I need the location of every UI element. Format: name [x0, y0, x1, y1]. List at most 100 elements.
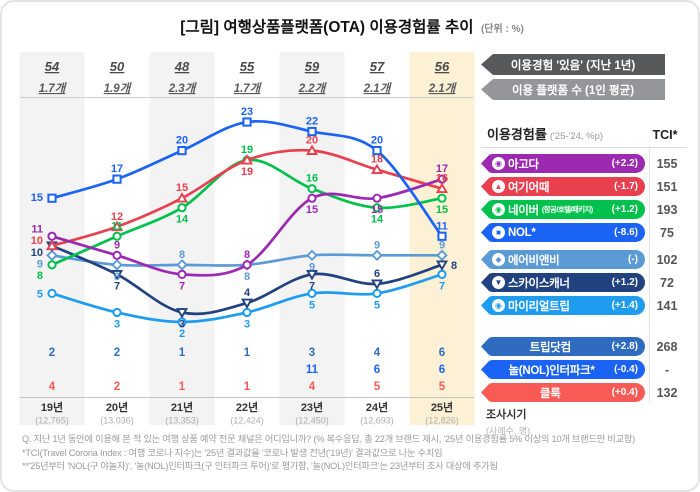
text-row-value: 1 [179, 381, 186, 393]
legend-header: 이용경험률 ('25-'24, %p) TCI* [481, 124, 687, 148]
legend-brand-name: 마이리얼트립 [508, 300, 570, 313]
data-label-naver: 19 [241, 144, 253, 156]
tag-usage-experience: 이용경험 '있음' (지난 1년) [481, 54, 665, 75]
legend-change-value: (-) [628, 254, 638, 265]
legend-badge-agoda: ◉ 아고다 (+2.2) [481, 154, 645, 173]
data-point [46, 249, 58, 262]
x-axis-sample: (12,826) [425, 416, 459, 426]
data-point [435, 182, 449, 194]
tag-platform-count-label: 이용 플랫폼 수 (1인 평균) [511, 84, 635, 97]
data-label-myrealtrip: 5 [374, 299, 380, 311]
data-point [305, 270, 319, 281]
data-label-myrealtrip: 3 [244, 318, 250, 330]
survey-period-label: 조사시기 [486, 409, 527, 421]
tci-value: 102 [656, 252, 678, 267]
text-row-value: 1 [244, 381, 251, 393]
text-row-value: 2 [114, 381, 120, 393]
data-point [370, 163, 384, 174]
legend-brand-name: 놀(NOL)인터파크* [508, 364, 595, 377]
legend-pill: 트립닷컴 (+2.8) [490, 337, 645, 356]
data-label-myrealtrip: 3 [114, 318, 120, 330]
data-point [175, 308, 189, 319]
column-band [149, 52, 215, 425]
data-label-agoda: 9 [114, 239, 120, 251]
legend-item-agoda: ◉ 아고다 (+2.2) 155 [481, 154, 693, 173]
platform-count-value: 2.3개 [168, 82, 198, 95]
text-row-tripcom: 2 2 1 1 3 4 6 [49, 347, 445, 359]
x-axis-sample: (12,765) [35, 416, 69, 426]
data-point [112, 174, 122, 184]
x-axis-year: 23년 [301, 400, 323, 414]
data-label-skyscanner: 7 [114, 280, 120, 292]
data-label-myrealtrip: 7 [439, 280, 445, 292]
badge-arrow-icon [481, 177, 490, 196]
legend-badge-nolinterpark: 놀(NOL)인터파크* (-0.4) [481, 360, 645, 379]
badge-arrow-icon [481, 273, 490, 292]
data-label-agoda: 7 [179, 280, 185, 292]
platform-count-value: 2.2개 [298, 82, 328, 95]
text-row-value: 5 [439, 381, 446, 393]
legend-item-nolinterpark: 놀(NOL)인터파크* (-0.4) - [481, 360, 693, 379]
x-axis-sample: (12,693) [360, 416, 394, 426]
data-label-skyscanner: 4 [244, 287, 251, 299]
legend-pill: 놀(NOL)인터파크* (-0.4) [490, 360, 645, 379]
badge-arrow-icon [481, 360, 490, 379]
data-label-skyscanner: 3 [179, 318, 185, 330]
data-point [112, 307, 122, 318]
tci-value: 155 [656, 156, 678, 171]
data-label-yeogi: 19 [241, 166, 253, 178]
tag-platform-count: 이용 플랫폼 수 (1인 평균) [481, 79, 665, 100]
text-row-value: 1 [244, 347, 251, 359]
data-point [112, 231, 122, 241]
legend-badge-naver: ◉ 네이버 (항공/호텔/패키지) (+1.2) [481, 200, 645, 219]
data-point [437, 269, 447, 279]
badge-arrow-icon [481, 200, 490, 219]
badge-arrow-icon [481, 296, 490, 315]
legend-pill: ◆ 에어비앤비 (-) [490, 250, 645, 269]
data-point [177, 269, 187, 279]
legend-item-tripcom: 트립닷컴 (+2.8) 268 [481, 337, 693, 356]
data-point [372, 193, 382, 203]
data-label-agoda: 8 [244, 249, 250, 261]
platform-count-value: 1.7개 [39, 82, 68, 95]
usage-rate-value: 55 [240, 59, 255, 74]
text-row-value: 1 [179, 347, 186, 359]
legend-change-value: (+1.2) [611, 277, 638, 288]
data-point [306, 249, 318, 262]
x-axis-year: 20년 [106, 400, 128, 414]
legend-pill: ◉ 마이리얼트립 (+1.4) [490, 296, 645, 315]
survey-sample-label: (사례수, 명) [486, 426, 531, 436]
data-point [110, 220, 124, 232]
square-icon: ■ [492, 226, 505, 239]
legend-brand-name: 아고다 [508, 158, 539, 171]
x-axis-year: 24년 [366, 400, 388, 414]
data-label-yeogi: 18 [371, 154, 383, 166]
data-label-myrealtrip: 5 [37, 288, 43, 300]
ota-trend-chart: 54 50 48 55 59 57 561.7개 1.9개 2.3개 1.7개 2.2개 2.1개 2.… [19, 52, 475, 426]
circle-target-icon: ◉ [492, 157, 505, 170]
legend-change-value: (-0.4) [614, 364, 638, 375]
tci-value: 268 [656, 339, 678, 354]
legend-change-value: (+1.4) [611, 300, 638, 311]
text-row-value: 6 [374, 364, 380, 376]
legend-change-value: (+2.2) [611, 158, 638, 169]
x-axis-sample: (12,424) [230, 416, 264, 426]
usage-rate-value: 56 [435, 59, 450, 74]
data-point [47, 288, 57, 298]
badge-arrow-icon [481, 250, 490, 269]
data-label-yeogi: 15 [176, 182, 188, 194]
chart-unit: (단위 : %) [480, 24, 524, 35]
data-point [110, 270, 124, 281]
legend-item-naver: ◉ 네이버 (항공/호텔/패키지) (+1.2) 193 [481, 200, 693, 219]
platform-count-value: 1.9개 [104, 82, 133, 95]
data-label-skyscanner: 8 [451, 260, 457, 272]
triangle-icon: ▲ [492, 180, 505, 193]
data-point [176, 259, 188, 271]
data-label-airbnb: 9 [309, 261, 315, 273]
data-point [242, 307, 252, 318]
text-row-nolinterpark: 11 6 6 [306, 364, 445, 376]
text-row-value: 4 [309, 381, 316, 393]
x-axis-sample: (13,036) [100, 416, 134, 426]
legend-badge-airbnb: ◆ 에어비앤비 (-) [481, 250, 645, 269]
